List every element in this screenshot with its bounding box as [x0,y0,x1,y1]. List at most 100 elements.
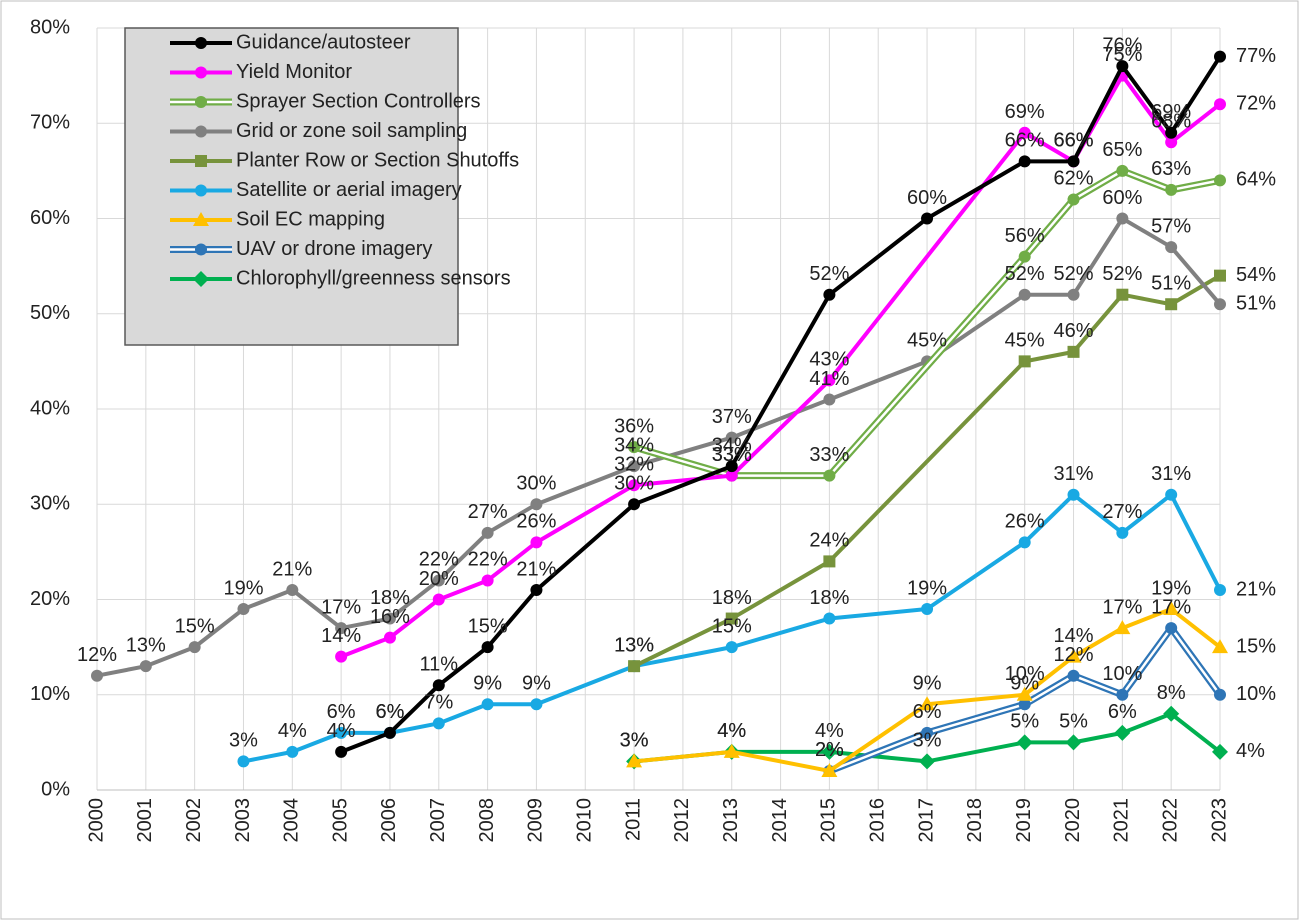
data-label: 15% [1236,635,1276,657]
marker [286,745,299,758]
series-line [243,492,1222,764]
marker [1016,734,1033,751]
marker [725,641,738,654]
data-label: 51% [1151,273,1191,295]
marker [432,574,445,587]
data-label: 52% [809,263,849,285]
data-label: 26% [1005,511,1045,533]
marker [1116,164,1129,177]
marker [1067,669,1080,682]
data-label: 27% [468,501,508,523]
marker [195,37,207,49]
data-label: 56% [1005,225,1045,247]
legend-label: Yield Monitor [236,61,352,83]
data-label: 54% [1236,264,1276,286]
data-label: 16% [370,606,410,628]
data-label: 52% [1054,263,1094,285]
series-line [340,55,1222,754]
data-label: 20% [419,568,459,590]
data-label: 8% [1157,682,1186,704]
x-tick-label: 2014 [769,798,791,843]
marker [286,583,299,596]
marker [1116,526,1129,539]
data-label: 22% [468,549,508,571]
marker [1067,488,1080,501]
legend-label: Sprayer Section Controllers [236,90,481,112]
marker [481,698,494,711]
legend-label: UAV or drone imagery [236,238,432,260]
data-label: 18% [809,587,849,609]
legend-box [124,27,459,346]
marker [481,526,494,539]
marker [1114,620,1131,635]
legend-label: Grid or zone soil sampling [236,120,467,142]
marker [1214,50,1226,63]
marker [530,536,543,549]
marker [821,743,838,760]
x-tick-label: 2003 [232,798,254,843]
marker [188,641,201,654]
x-tick-label: 2007 [427,798,449,843]
legend: Guidance/autosteer Yield Monitor Sprayer S… [124,27,519,346]
marker [1067,193,1080,206]
marker [823,288,836,301]
y-tick-label: 0% [41,778,70,800]
marker [432,593,445,606]
data-label: 9% [473,673,502,695]
marker [193,212,209,226]
data-label: 4% [717,720,746,742]
marker [1165,183,1178,196]
marker [335,650,348,663]
data-label: 9% [522,673,551,695]
x-tick-label: 2015 [818,798,840,843]
marker [1214,688,1226,701]
marker [628,660,641,673]
marker [1018,355,1031,368]
legend-label: Chlorophyll/greenness sensors [236,267,511,289]
data-label: 76% [1102,34,1142,56]
marker [1065,648,1082,663]
x-tick-label: 2023 [1208,798,1230,843]
marker [432,679,445,692]
x-tick-label: 2009 [525,798,547,843]
legend-label: Soil EC mapping [236,208,385,230]
marker [195,96,207,108]
marker [432,717,445,730]
data-label: 12% [1054,644,1094,666]
marker [725,460,738,473]
data-label: 5% [1059,711,1088,733]
data-label: 24% [809,530,849,552]
data-label: 21% [516,558,556,580]
x-tick-label: 2021 [1111,798,1133,843]
data-label: 34% [712,434,752,456]
marker [481,574,494,587]
data-label: 43% [809,349,849,371]
marker [1214,98,1226,111]
data-label: 15% [175,615,215,637]
data-label: 4% [717,720,746,742]
data-label: 66% [1054,130,1094,152]
data-label: 22% [419,549,459,571]
data-label: 60% [907,187,947,209]
data-label: 57% [1151,215,1191,237]
data-label: 69% [1005,101,1045,123]
legend-label: Guidance/autosteer [236,31,411,53]
data-label: 13% [614,634,654,656]
x-tick-label: 2005 [329,798,351,843]
marker [383,726,396,739]
data-label: 26% [516,511,556,533]
marker [1067,345,1080,358]
x-tick-label: 2018 [964,798,986,843]
marker [1212,743,1228,760]
marker [237,755,250,768]
data-label: 15% [468,615,508,637]
x-tick-label: 2019 [1013,798,1035,843]
x-tick-label: 2011 [622,798,644,841]
y-tick-label: 60% [30,207,70,229]
marker [193,271,209,287]
x-tick-label: 2012 [671,798,693,843]
y-tick-label: 80% [30,16,70,38]
marker [1165,241,1178,254]
y-tick-label: 50% [30,302,70,324]
marker [1067,288,1080,301]
